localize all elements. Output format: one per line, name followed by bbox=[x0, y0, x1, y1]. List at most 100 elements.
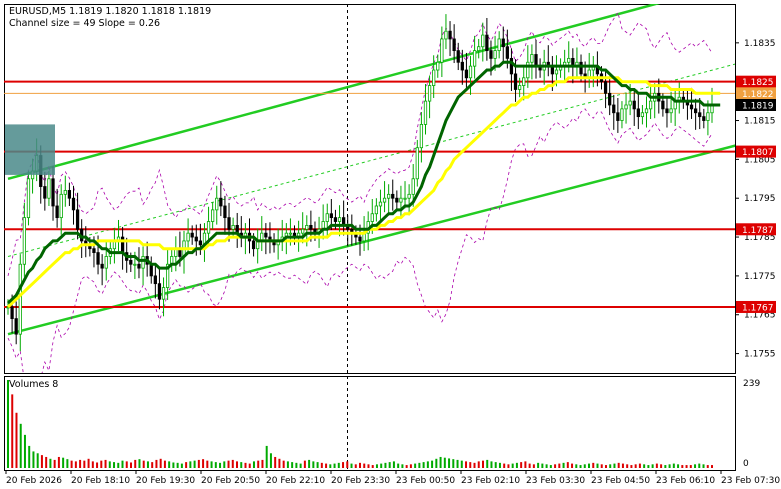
candle bbox=[104, 256, 108, 269]
candle bbox=[522, 77, 526, 86]
candle bbox=[477, 46, 481, 52]
candle bbox=[472, 50, 477, 67]
volumes-label: Volumes 8 bbox=[9, 379, 58, 390]
level-price-tag bbox=[736, 300, 776, 313]
candle bbox=[464, 69, 469, 79]
candle bbox=[186, 232, 190, 242]
level-price-tag bbox=[736, 145, 776, 158]
candle bbox=[67, 190, 72, 199]
candle bbox=[489, 50, 493, 59]
candle bbox=[120, 236, 125, 253]
candle bbox=[337, 217, 342, 222]
level-price-label: 1.1825 bbox=[742, 78, 774, 88]
level-price-label: 1.1807 bbox=[742, 148, 774, 158]
candle bbox=[530, 54, 534, 63]
candle bbox=[628, 100, 632, 106]
candle bbox=[59, 193, 63, 219]
candle bbox=[636, 108, 640, 118]
candle bbox=[96, 252, 100, 265]
candle bbox=[423, 100, 428, 125]
candle bbox=[165, 263, 170, 288]
candle bbox=[436, 61, 440, 71]
candle bbox=[10, 306, 14, 320]
candle bbox=[47, 178, 51, 199]
candle bbox=[534, 54, 538, 67]
candle bbox=[288, 232, 293, 235]
y-tick-label: 1.1775 bbox=[744, 272, 776, 282]
y-tick-label: 1.1805 bbox=[744, 155, 776, 165]
candle bbox=[18, 263, 22, 335]
slow-moving-average bbox=[6, 76, 721, 309]
chart-symbol-header: EURUSD,M5 1.1819 1.1820 1.1818 1.1819 bbox=[9, 6, 211, 17]
candle bbox=[100, 263, 104, 269]
x-tick-label: 23 Feb 02:10 bbox=[461, 476, 520, 486]
candle bbox=[137, 263, 141, 269]
candle bbox=[309, 224, 313, 230]
level-price-label: 1.1787 bbox=[742, 226, 774, 236]
candle bbox=[133, 263, 137, 266]
candle bbox=[374, 205, 379, 215]
fast-moving-average bbox=[6, 60, 721, 305]
channel-middle-line bbox=[7, 63, 735, 257]
candle bbox=[501, 38, 505, 48]
candle bbox=[301, 228, 305, 234]
candle bbox=[419, 124, 424, 149]
y-tick-label: 1.1795 bbox=[744, 194, 776, 204]
candle bbox=[129, 259, 133, 265]
candle bbox=[92, 248, 96, 253]
channel-upper-line bbox=[7, 4, 661, 180]
y-tick-label: 1.1785 bbox=[744, 233, 776, 243]
candle bbox=[493, 50, 497, 59]
candle bbox=[149, 263, 153, 277]
candle bbox=[452, 38, 456, 52]
candle bbox=[505, 46, 509, 59]
candle bbox=[694, 108, 698, 114]
candle bbox=[407, 193, 411, 199]
candle bbox=[358, 236, 362, 242]
candle bbox=[603, 81, 608, 94]
candle bbox=[702, 116, 706, 121]
current-price-label: 1.1819 bbox=[742, 101, 774, 111]
candle bbox=[305, 224, 309, 230]
y-tick-label: 1.1765 bbox=[744, 311, 776, 321]
x-tick-label: 23 Feb 06:10 bbox=[656, 476, 715, 486]
candle bbox=[198, 240, 202, 246]
candle bbox=[411, 178, 415, 195]
candle bbox=[219, 197, 223, 207]
x-tick-label: 20 Feb 20:50 bbox=[201, 476, 260, 486]
x-tick-label: 20 Feb 19:30 bbox=[136, 476, 195, 486]
candle bbox=[648, 100, 653, 110]
candle bbox=[432, 69, 436, 86]
candle bbox=[227, 217, 231, 230]
candle bbox=[567, 57, 571, 63]
candle bbox=[190, 232, 194, 238]
candle bbox=[485, 34, 489, 52]
candle bbox=[395, 197, 399, 203]
candle bbox=[63, 190, 67, 195]
candle bbox=[554, 69, 559, 75]
level-price-tag bbox=[736, 223, 776, 236]
candle bbox=[22, 217, 26, 265]
candle bbox=[669, 108, 673, 114]
candle bbox=[153, 275, 157, 285]
candle bbox=[329, 213, 333, 219]
candle bbox=[661, 100, 665, 110]
volume-zero-label: 0 bbox=[743, 459, 749, 469]
channel-lower-line bbox=[7, 144, 735, 336]
candle bbox=[468, 65, 473, 79]
bollinger-lower-band bbox=[7, 108, 713, 373]
volume-max-label: 239 bbox=[743, 379, 760, 389]
candle bbox=[612, 104, 616, 114]
candle bbox=[399, 197, 403, 203]
candle bbox=[632, 100, 636, 110]
x-tick-label: 20 Feb 23:30 bbox=[331, 476, 390, 486]
candle bbox=[194, 236, 198, 242]
candle bbox=[579, 61, 583, 75]
candle bbox=[689, 104, 694, 110]
candle bbox=[387, 193, 391, 199]
x-tick-label: 20 Feb 18:10 bbox=[71, 476, 130, 486]
candle bbox=[378, 201, 383, 207]
channel-indicator-label: Channel size = 49 Slope = 0.26 bbox=[9, 18, 160, 29]
y-tick-label: 1.1815 bbox=[744, 117, 776, 127]
